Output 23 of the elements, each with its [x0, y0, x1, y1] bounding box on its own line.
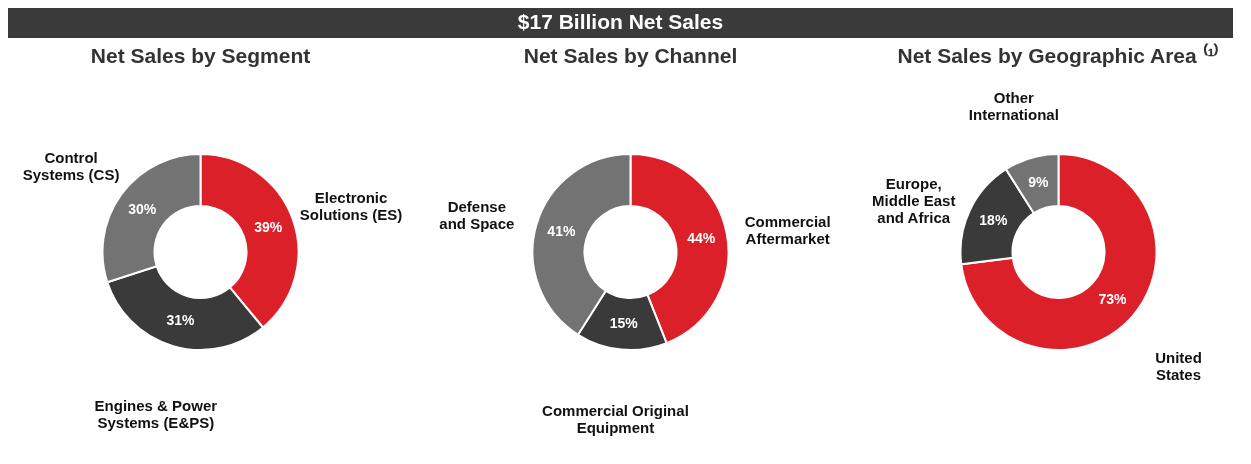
slice-label: Control Systems (CS)	[22, 148, 120, 183]
data-label: 39%	[254, 218, 283, 235]
slice-label: Engines & Power Systems (E&PS)	[94, 396, 218, 431]
donut-slice	[960, 153, 1158, 351]
data-label: 31%	[166, 312, 195, 329]
data-label: 9%	[1028, 173, 1050, 190]
slice-label: United States	[1155, 348, 1202, 383]
text: $17 Billion Net Sales	[517, 10, 724, 33]
chart-title: Net Sales by Channel	[523, 44, 738, 67]
data-label: 18%	[979, 212, 1008, 229]
slice-label: Defense and Space	[439, 198, 515, 233]
slice-label: Commercial Original Equipment	[542, 402, 689, 437]
data-label: 44%	[687, 229, 716, 246]
slice-label: Other International	[968, 89, 1059, 124]
slice-label: Europe, Middle East and Africa	[872, 174, 956, 226]
data-label: 73%	[1098, 290, 1128, 307]
data-label: 30%	[128, 200, 157, 217]
slice-label: Electronic Solutions (ES)	[299, 188, 403, 223]
chart-title: Net Sales by Geographic Area ⁽¹⁾	[897, 43, 1220, 67]
slice-label: Commercial Aftermarket	[744, 213, 831, 248]
data-label: 15%	[609, 314, 639, 331]
chart-title: Net Sales by Segment	[90, 44, 311, 67]
data-label: 41%	[547, 222, 576, 239]
